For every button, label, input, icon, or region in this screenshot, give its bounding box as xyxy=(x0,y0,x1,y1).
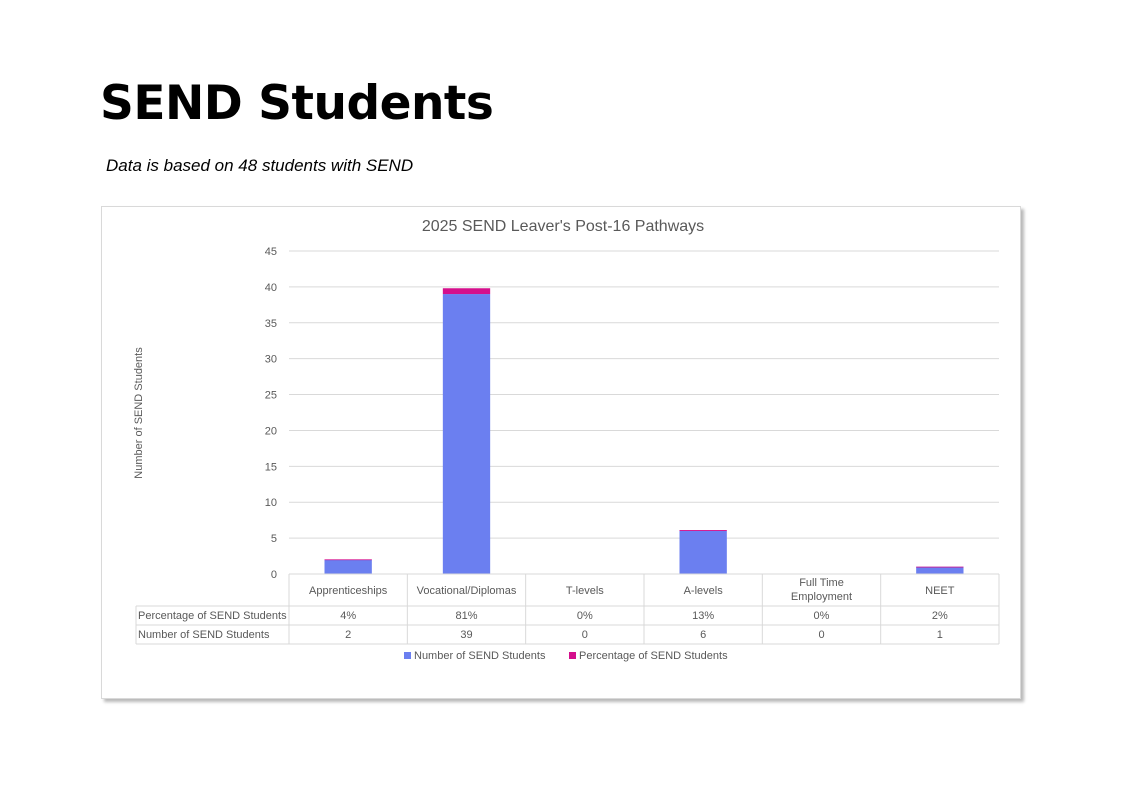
bar-number xyxy=(442,294,491,574)
page-title: SEND Students xyxy=(100,76,494,131)
y-tick-label: 20 xyxy=(265,425,277,437)
bar-number xyxy=(916,566,964,574)
table-cell: 1 xyxy=(937,629,943,641)
chart-container: 2025 SEND Leaver's Post-16 Pathways Numb… xyxy=(101,206,1021,699)
x-category-label: NEET xyxy=(925,585,955,597)
bar-number xyxy=(679,530,727,574)
y-tick-label: 25 xyxy=(265,390,277,402)
table-cell: 0 xyxy=(818,629,824,641)
table-cell: 0 xyxy=(582,629,588,641)
bar-percentage xyxy=(442,288,491,295)
x-category-label: T-levels xyxy=(566,585,604,597)
table-cell: 4% xyxy=(340,610,356,622)
y-tick-label: 10 xyxy=(265,497,277,509)
x-category-label: Apprenticeships xyxy=(309,585,388,597)
table-cell: 0% xyxy=(577,610,593,622)
table-cell: 81% xyxy=(455,610,477,622)
y-tick-label: 35 xyxy=(265,318,277,330)
pathways-chart: 2025 SEND Leaver's Post-16 Pathways Numb… xyxy=(133,218,1000,662)
chart-title: 2025 SEND Leaver's Post-16 Pathways xyxy=(422,218,704,235)
legend-swatch xyxy=(569,652,576,659)
table-cell: 2% xyxy=(932,610,948,622)
legend-label: Number of SEND Students xyxy=(414,650,546,662)
table-cell: 0% xyxy=(814,610,830,622)
table-cell: 2 xyxy=(345,629,351,641)
y-tick-label: 0 xyxy=(271,569,277,581)
bar-percentage xyxy=(324,559,372,561)
table-cell: 39 xyxy=(460,629,472,641)
x-category-label: Full Time Employment xyxy=(791,577,852,603)
data-table: Apprenticeships Vocational/Diplomas T-leve… xyxy=(135,573,1000,645)
y-tick-label: 45 xyxy=(265,246,277,258)
y-tick-label: 30 xyxy=(265,354,277,366)
bar-percentage xyxy=(916,566,964,568)
bar-percentage xyxy=(679,530,727,531)
x-category-label: A-levels xyxy=(684,585,724,597)
table-row-label: Percentage of SEND Students xyxy=(138,610,287,622)
bar-number xyxy=(324,559,372,574)
bars xyxy=(324,288,964,574)
legend-label: Percentage of SEND Students xyxy=(579,650,728,662)
legend: Number of SEND Students Percentage of SEN… xyxy=(404,650,728,662)
x-category-label: Vocational/Diplomas xyxy=(417,585,517,597)
table-cell: 13% xyxy=(692,610,714,622)
gridlines: 0 5 10 15 20 25 30 35 40 45 xyxy=(265,246,999,581)
data-note: Data is based on 48 students with SEND xyxy=(106,156,414,175)
legend-swatch xyxy=(404,652,411,659)
y-axis-label: Number of SEND Students xyxy=(133,347,145,479)
table-cell: 6 xyxy=(700,629,706,641)
y-tick-label: 40 xyxy=(265,282,277,294)
table-row-label: Number of SEND Students xyxy=(138,629,270,641)
y-tick-label: 15 xyxy=(265,461,277,473)
y-tick-label: 5 xyxy=(271,533,277,545)
